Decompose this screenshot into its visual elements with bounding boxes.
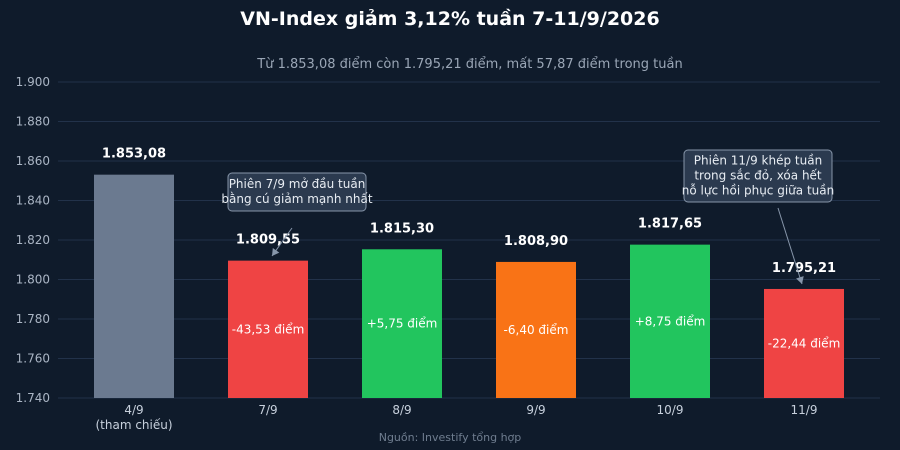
y-tick-label: 1.900 <box>16 75 50 89</box>
change-label: -22,44 điểm <box>768 336 841 350</box>
bar <box>630 244 710 398</box>
source-note: Nguồn: Investify tổng hợp <box>379 431 522 444</box>
y-axis-ticks: 1.740 1.760 1.780 1.800 1.820 1.840 1.860 1.880… <box>16 75 50 405</box>
x-tick-sublabel: (tham chiếu) <box>95 418 172 432</box>
value-label: 1.795,21 <box>772 261 836 276</box>
x-tick-label: 11/9 <box>791 403 818 417</box>
annotation-box <box>227 172 367 212</box>
x-tick-label: 9/9 <box>526 403 545 417</box>
value-labels: 1.853,08 1.809,55 -43,53 điểm 1.815,30 +5,75… <box>102 147 840 351</box>
y-tick-label: 1.880 <box>16 115 50 129</box>
value-label: 1.809,55 <box>236 233 300 248</box>
y-tick-label: 1.820 <box>16 233 50 247</box>
y-tick-label: 1.780 <box>16 312 50 326</box>
value-label: 1.808,90 <box>504 234 568 249</box>
bar <box>228 260 308 398</box>
x-tick-label: 4/9 <box>124 403 143 417</box>
y-tick-label: 1.800 <box>16 273 50 287</box>
value-label: 1.817,65 <box>638 217 702 232</box>
change-label: -6,40 điểm <box>504 323 569 337</box>
bar <box>764 288 844 398</box>
grid-layer <box>58 81 880 399</box>
annotation-text: nỗ lực hồi phục giữa tuần <box>682 184 834 198</box>
annotation-text: bằng cú giảm mạnh nhất <box>221 192 372 206</box>
annotation-arrow <box>777 207 803 285</box>
x-tick-label: 8/9 <box>392 403 411 417</box>
x-axis-ticks: 4/9(tham chiếu) 7/9 8/9 9/9 10/9 11/9 <box>95 403 817 432</box>
change-label: -43,53 điểm <box>232 322 305 336</box>
change-label: +5,75 điểm <box>367 317 438 331</box>
chart-title: VN-Index giảm 3,12% tuần 7-11/9/2026 <box>240 7 659 30</box>
x-tick-label: 7/9 <box>258 403 277 417</box>
change-label: +8,75 điểm <box>635 314 706 328</box>
bar <box>496 261 576 398</box>
annotation-arrowhead <box>272 247 280 256</box>
annotation-text: Phiên 7/9 mở đầu tuần <box>229 177 366 191</box>
bar <box>362 249 442 398</box>
bars <box>94 174 844 398</box>
y-tick-label: 1.840 <box>16 194 50 208</box>
value-label: 1.815,30 <box>370 221 434 236</box>
value-label: 1.853,08 <box>102 147 166 162</box>
annotation-text: trong sắc đỏ, xóa hết <box>694 169 822 183</box>
annotation-arrowhead <box>796 276 804 284</box>
chart-subtitle: Từ 1.853,08 điểm còn 1.795,21 điểm, mất … <box>256 57 682 72</box>
y-tick-label: 1.740 <box>16 391 50 405</box>
annotation-text: Phiên 11/9 khép tuần <box>694 154 822 168</box>
annotation-box <box>683 149 833 203</box>
y-tick-label: 1.860 <box>16 154 50 168</box>
y-tick-label: 1.760 <box>16 352 50 366</box>
bar <box>94 174 174 398</box>
x-tick-label: 10/9 <box>657 403 684 417</box>
